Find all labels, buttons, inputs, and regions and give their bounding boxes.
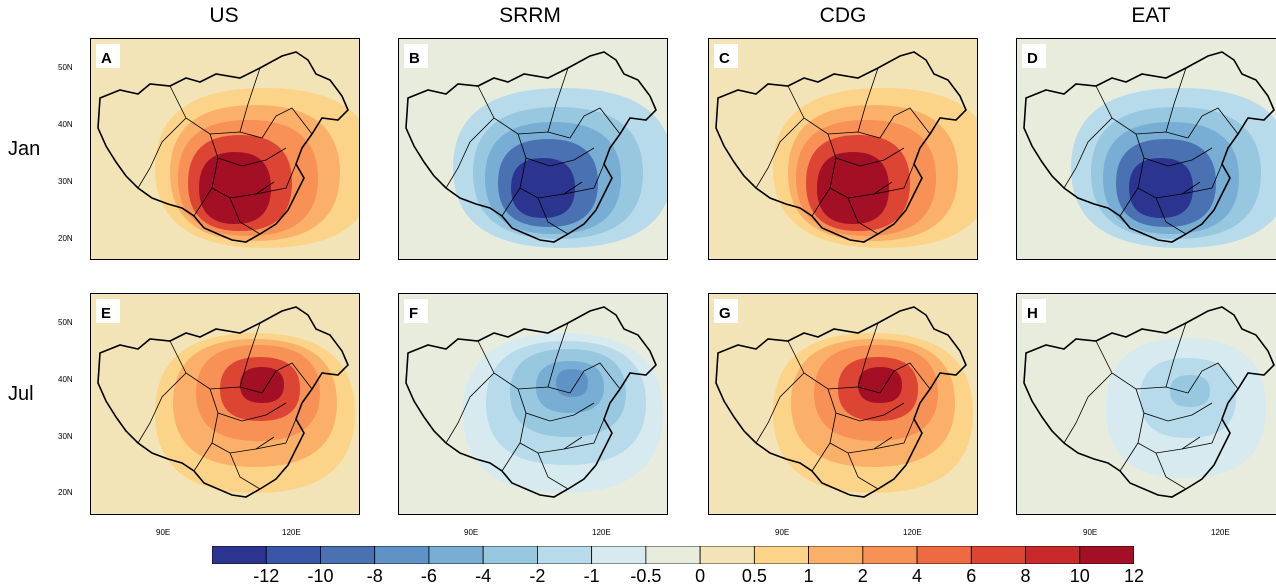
colorbar-label: -0.5 [630, 566, 661, 587]
colorbar-label: 6 [966, 566, 976, 587]
lon-tick-120e-4: 120E [1211, 528, 1230, 537]
lon-tick-90e-1: 90E [156, 528, 170, 537]
lat-tick-40n-top: 40N [58, 120, 73, 129]
map-panel-f: F [398, 293, 668, 515]
colorbar-swatch-14 [971, 546, 1025, 564]
contour-layer-4 [240, 367, 284, 403]
map-panel-b: B [398, 38, 668, 260]
lat-tick-30n-bottom: 30N [58, 432, 73, 441]
colorbar-swatch-11 [809, 546, 863, 564]
colorbar-swatch-15 [1026, 546, 1080, 564]
map-panel-e: E [90, 293, 360, 515]
colorbar-swatch-7 [592, 546, 646, 564]
colorbar-label: 1 [804, 566, 814, 587]
colorbar-swatch-0 [212, 546, 266, 564]
colorbar-swatch-5 [483, 546, 537, 564]
lat-tick-30n-top: 30N [58, 177, 73, 186]
row-label-jan: Jan [8, 138, 40, 161]
colorbar-label: 8 [1021, 566, 1031, 587]
colorbar-swatch-3 [375, 546, 429, 564]
column-title-eat: EAT [1051, 4, 1251, 28]
lon-tick-120e-2: 120E [592, 528, 611, 537]
colorbar [212, 546, 1134, 564]
column-title-cdg: CDG [743, 4, 943, 28]
colorbar-label: -4 [475, 566, 491, 587]
lon-tick-120e-3: 120E [903, 528, 922, 537]
colorbar-label: 4 [912, 566, 922, 587]
colorbar-swatch-16 [1080, 546, 1134, 564]
lon-tick-90e-2: 90E [464, 528, 478, 537]
colorbar-label: -1 [584, 566, 600, 587]
contour-layer-4 [199, 152, 271, 224]
colorbar-swatch-13 [917, 546, 971, 564]
colorbar-swatch-10 [754, 546, 808, 564]
panel-letter: F [409, 305, 418, 322]
contour-layer-4 [817, 152, 889, 224]
colorbar-swatch-1 [266, 546, 320, 564]
colorbar-label: -2 [529, 566, 545, 587]
lon-tick-120e-1: 120E [282, 528, 301, 537]
colorbar-swatch-4 [429, 546, 483, 564]
map-panel-g: G [708, 293, 978, 515]
panel-letter: A [101, 50, 112, 67]
panel-letter: B [409, 50, 420, 67]
contour-layer-2 [1170, 375, 1210, 407]
colorbar-label: 12 [1124, 566, 1144, 587]
panel-letter: G [719, 305, 731, 322]
colorbar-swatch-9 [700, 546, 754, 564]
column-title-us: US [124, 4, 324, 28]
contour-layer-4 [858, 367, 902, 403]
colorbar-label: -8 [367, 566, 383, 587]
lat-tick-20n-bottom: 20N [58, 488, 73, 497]
panel-letter: D [1027, 50, 1038, 67]
lat-tick-50n-bottom: 50N [58, 318, 73, 327]
lon-tick-90e-3: 90E [775, 528, 789, 537]
panel-letter: C [719, 50, 730, 67]
colorbar-label: 10 [1070, 566, 1090, 587]
column-title-srrm: SRRM [430, 4, 630, 28]
map-panel-d: D [1016, 38, 1276, 260]
colorbar-swatch-8 [646, 546, 700, 564]
colorbar-swatch-2 [320, 546, 374, 564]
lat-tick-40n-bottom: 40N [58, 375, 73, 384]
colorbar-swatch-12 [863, 546, 917, 564]
map-panel-h: H [1016, 293, 1276, 515]
lat-tick-50n-top: 50N [58, 63, 73, 72]
colorbar-label: 0.5 [742, 566, 767, 587]
colorbar-swatch-6 [537, 546, 591, 564]
row-label-jul: Jul [8, 383, 34, 406]
colorbar-label: -10 [307, 566, 333, 587]
map-panel-a: A [90, 38, 360, 260]
lon-tick-90e-4: 90E [1083, 528, 1097, 537]
contour-layer-4 [556, 369, 588, 397]
map-panel-c: C [708, 38, 978, 260]
panel-letter: H [1027, 305, 1038, 322]
colorbar-label: 2 [858, 566, 868, 587]
colorbar-label: -6 [421, 566, 437, 587]
panel-letter: E [101, 305, 111, 322]
colorbar-label: 0 [695, 566, 705, 587]
lat-tick-20n-top: 20N [58, 234, 73, 243]
colorbar-label: -12 [253, 566, 279, 587]
